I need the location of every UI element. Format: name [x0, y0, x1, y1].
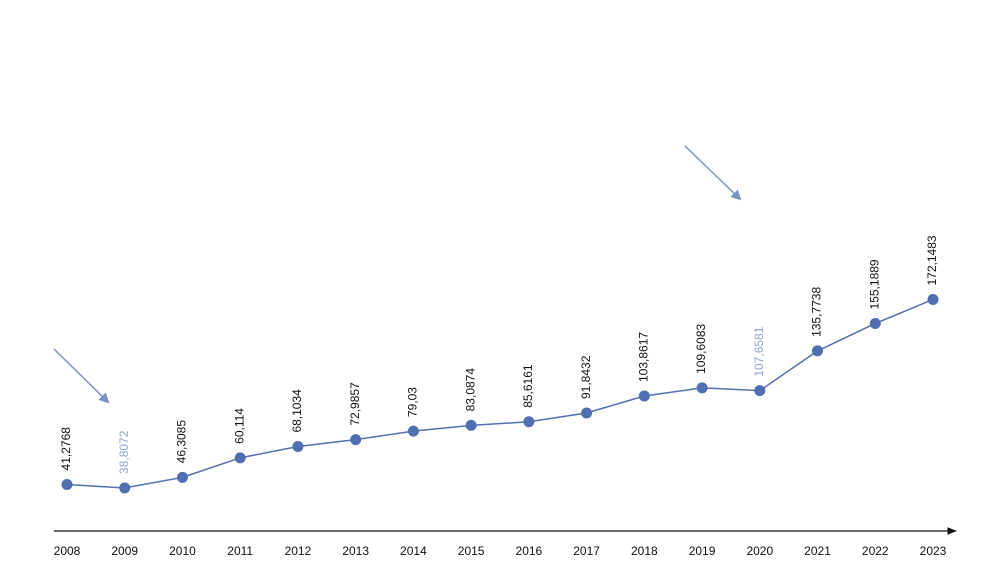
- x-tick-2019: 2019: [689, 544, 716, 558]
- x-tick-2016: 2016: [516, 544, 543, 558]
- x-tick-2010: 2010: [169, 544, 196, 558]
- x-tick-2022: 2022: [862, 544, 889, 558]
- data-point-2010: [176, 471, 188, 483]
- data-point-2011: [234, 452, 246, 464]
- data-label-2015: 83,0874: [463, 368, 477, 412]
- data-label-2018: 103,8617: [637, 332, 651, 382]
- x-tick-2021: 2021: [804, 544, 831, 558]
- x-tick-2013: 2013: [342, 544, 369, 558]
- data-point-2022: [869, 317, 881, 329]
- data-point-2021: [812, 345, 824, 357]
- annotation-arrows: [53, 145, 742, 404]
- data-point-2016: [523, 416, 535, 428]
- x-tick-2020: 2020: [746, 544, 773, 558]
- data-point-2008: [61, 478, 73, 490]
- data-point-2013: [350, 434, 362, 446]
- data-point-2017: [581, 407, 593, 419]
- data-label-2013: 72,9857: [348, 382, 362, 426]
- data-point-2019: [696, 382, 708, 394]
- data-label-2017: 91,8432: [579, 355, 593, 399]
- arrow-2020: [684, 145, 742, 201]
- data-label-2014: 79,03: [406, 387, 420, 417]
- data-point-2014: [407, 425, 419, 437]
- data-point-2015: [465, 419, 477, 431]
- x-tick-2014: 2014: [400, 544, 427, 558]
- x-tick-2012: 2012: [285, 544, 312, 558]
- x-tick-2017: 2017: [573, 544, 600, 558]
- data-label-2023: 172,1483: [925, 235, 939, 285]
- data-label-2009: 38,8072: [117, 430, 131, 474]
- data-label-2016: 85,6161: [521, 364, 535, 408]
- x-tick-labels: 2008 2009 2010 2011 2012 2013 2014 2015 2016 2017…: [54, 544, 947, 558]
- data-labels: 41,2768 38,8072 46,3085 60,114 68,1034 72,985…: [59, 235, 939, 474]
- x-tick-2015: 2015: [458, 544, 485, 558]
- x-tick-2018: 2018: [631, 544, 658, 558]
- x-tick-2008: 2008: [54, 544, 81, 558]
- data-point-2023: [927, 293, 939, 305]
- x-tick-2009: 2009: [111, 544, 138, 558]
- data-label-2010: 46,3085: [175, 420, 189, 464]
- data-point-2018: [638, 390, 650, 402]
- data-label-2012: 68,1034: [290, 389, 304, 433]
- data-point-2012: [292, 441, 304, 453]
- data-point-2020: [754, 385, 766, 397]
- x-tick-2023: 2023: [920, 544, 947, 558]
- data-label-2019: 109,6083: [694, 324, 708, 374]
- data-label-2022: 155,1889: [867, 259, 881, 309]
- x-tick-2011: 2011: [227, 544, 253, 558]
- data-point-2009: [119, 482, 131, 494]
- data-label-2021: 135,7738: [810, 287, 824, 337]
- data-label-2011: 60,114: [232, 408, 246, 444]
- series-line: [66, 298, 934, 489]
- arrow-2009: [53, 348, 110, 404]
- series-layer: [61, 293, 939, 494]
- data-label-2020: 107,6581: [752, 326, 766, 376]
- data-label-2008: 41,2768: [59, 427, 73, 471]
